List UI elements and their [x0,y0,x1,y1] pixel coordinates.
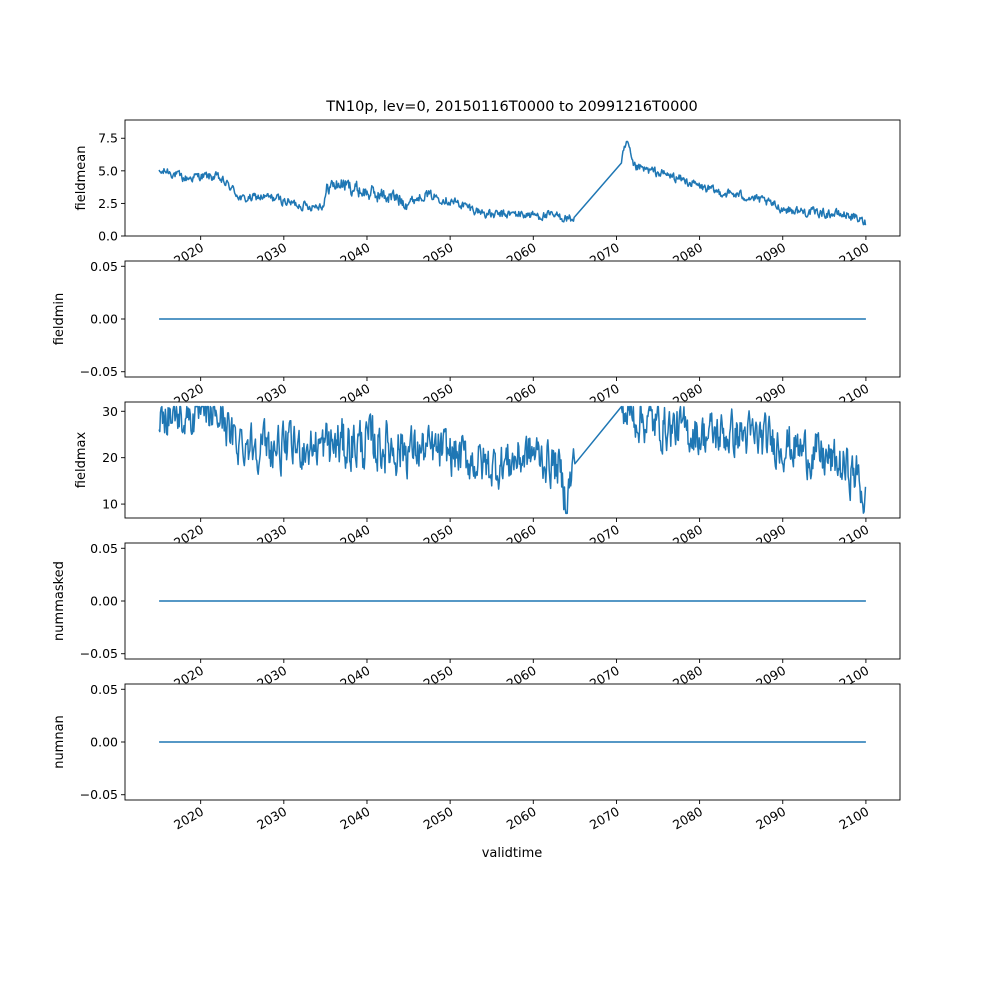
y-axis-label-fieldmax: fieldmax [74,432,89,489]
chart-title: TN10p, lev=0, 20150116T0000 to 20991216T… [325,99,698,115]
y-tick-label-fieldmean: 0.0 [98,229,118,244]
y-tick-label-nummasked: 0.05 [90,541,118,556]
y-tick-label-fieldmax: 30 [102,404,118,419]
y-tick-label-numnan: −0.05 [80,787,118,802]
y-tick-label-fieldmax: 20 [102,450,118,465]
y-tick-label-fieldmin: 0.05 [90,259,118,274]
axes-frame-fieldmax [124,401,901,519]
y-tick-label-fieldmax: 10 [102,497,118,512]
y-tick-label-fieldmin: 0.00 [90,312,118,327]
y-tick-label-fieldmean: 5.0 [98,163,118,178]
y-tick-label-numnan: 0.05 [90,682,118,697]
y-axis-label-numnan: numnan [52,715,67,769]
x-axis-label: validtime [482,846,543,861]
y-axis-label-fieldmin: fieldmin [52,293,67,346]
y-tick-label-nummasked: 0.00 [90,594,118,609]
series-line-fieldmax [158,405,867,515]
y-tick-label-fieldmin: −0.05 [80,364,118,379]
series-line-fieldmean [158,140,867,226]
y-tick-label-fieldmean: 7.5 [98,131,118,146]
y-axis-label-fieldmean: fieldmean [74,146,89,211]
y-axis-label-nummasked: nummasked [52,561,67,641]
y-tick-label-nummasked: −0.05 [80,646,118,661]
axes-frame-fieldmean [124,119,901,237]
y-tick-label-fieldmean: 2.5 [98,196,118,211]
y-tick-label-numnan: 0.00 [90,735,118,750]
